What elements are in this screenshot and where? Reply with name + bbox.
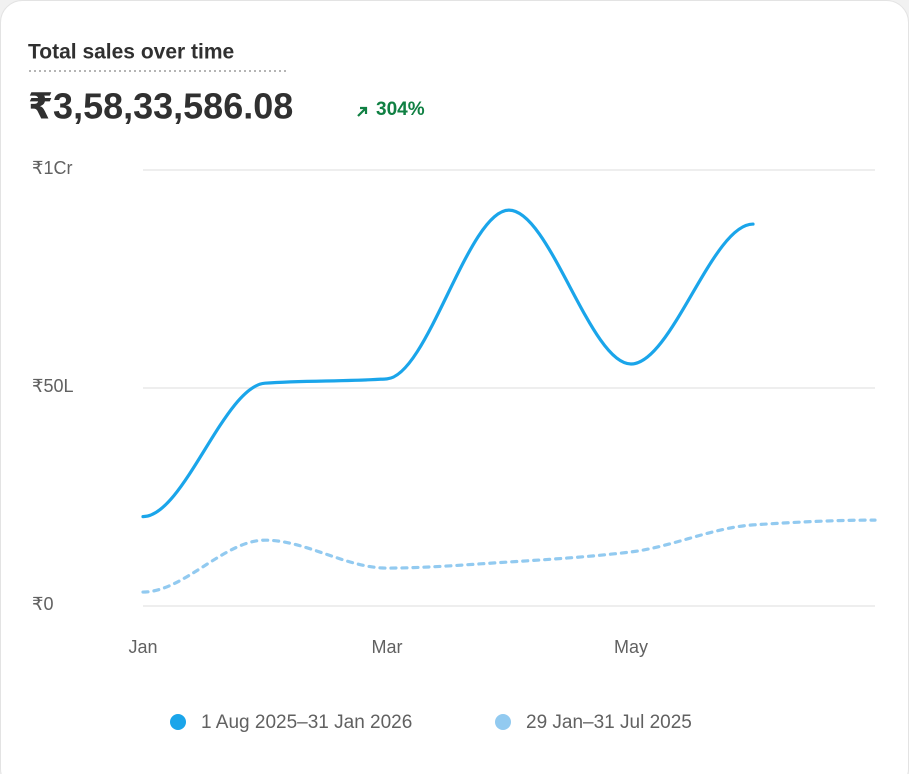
y-tick-label: ₹50L <box>32 376 73 396</box>
total-value: ₹3,58,33,586.08 <box>28 86 293 127</box>
y-tick-label: ₹1Cr <box>32 158 72 178</box>
series-line <box>141 518 877 594</box>
series-line <box>141 208 755 519</box>
chart-title[interactable]: Total sales over time <box>28 41 234 64</box>
x-tick-label: May <box>614 637 648 657</box>
change-percent: 304% <box>376 99 425 120</box>
y-tick-label: ₹0 <box>32 594 53 614</box>
x-tick-label: Jan <box>128 637 157 657</box>
legend-marker <box>170 714 186 730</box>
legend-marker <box>495 714 511 730</box>
up-arrow <box>357 106 368 117</box>
x-tick-label: Mar <box>372 637 403 657</box>
legend-label: 1 Aug 2025–31 Jan 2026 <box>201 712 412 733</box>
legend-label: 29 Jan–31 Jul 2025 <box>526 712 692 733</box>
